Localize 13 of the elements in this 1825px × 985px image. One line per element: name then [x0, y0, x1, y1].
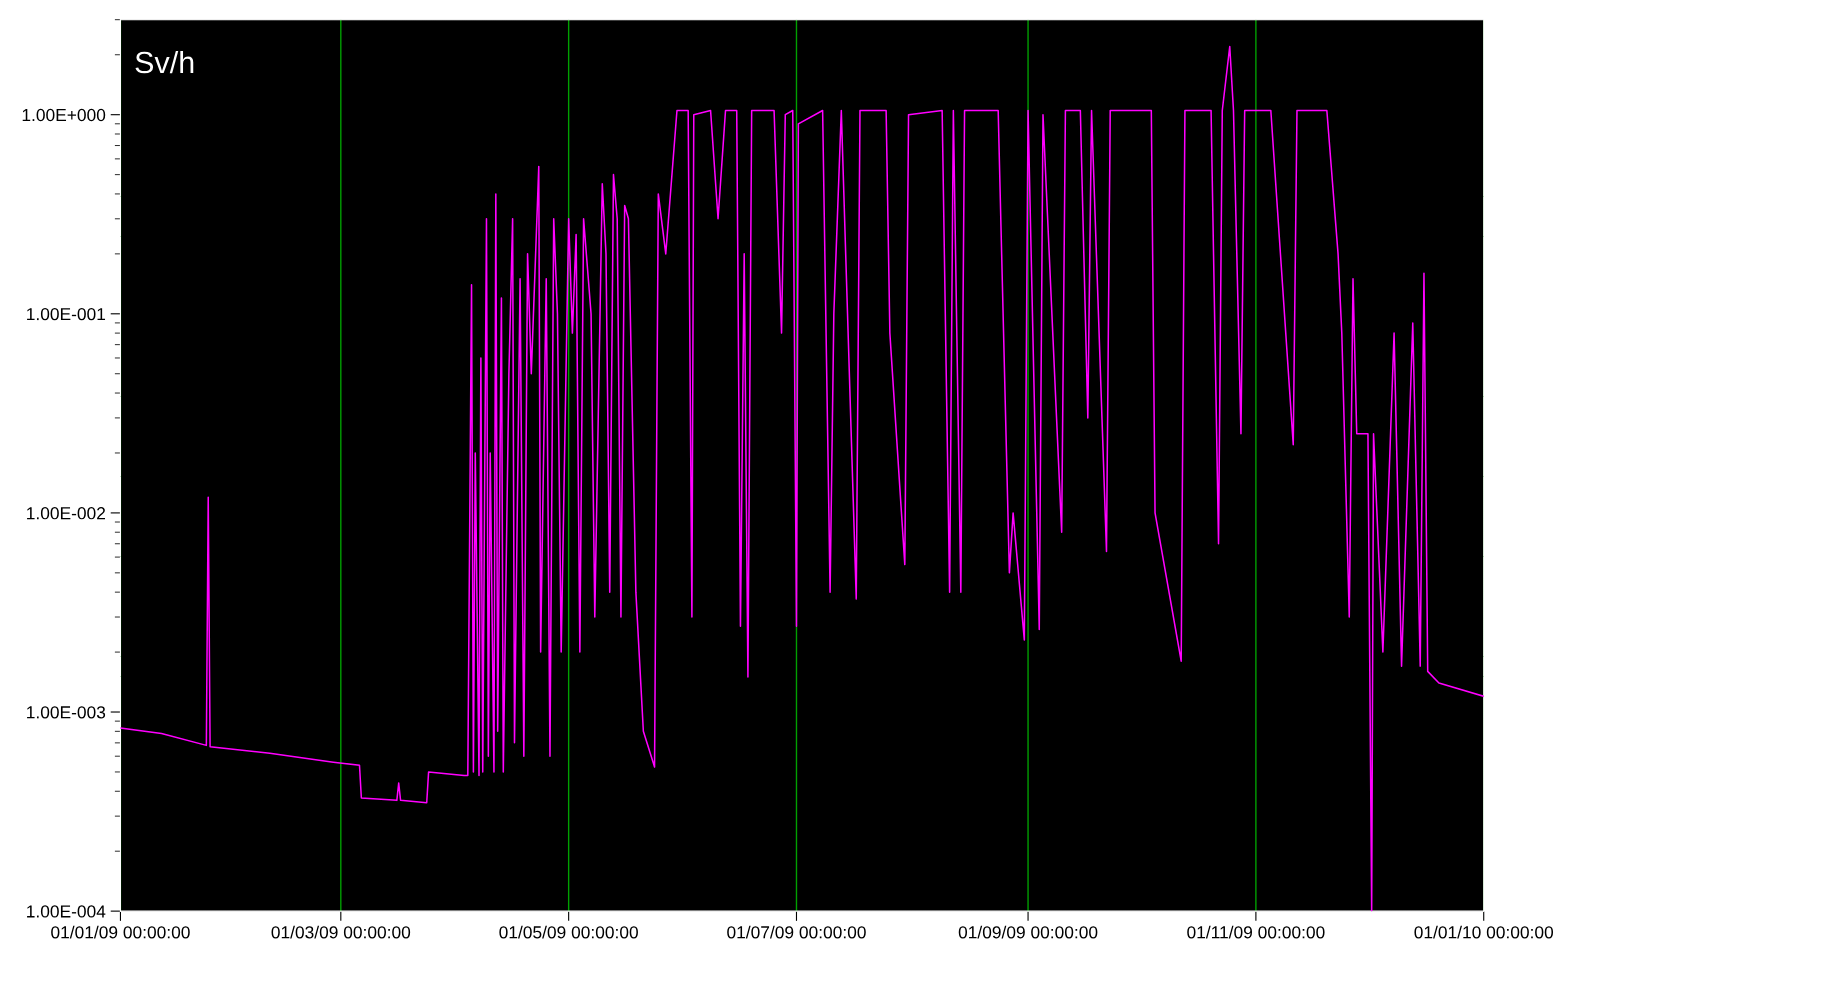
y-axis-title: Sv/h — [135, 50, 194, 74]
y-tick-label: 1.00E-004 — [27, 905, 106, 918]
x-tick-label: 01/07/09 00:00:00 — [727, 925, 866, 939]
x-tick-label: 01/11/09 00:00:00 — [1187, 925, 1325, 939]
x-tick-label: 01/05/09 00:00:00 — [499, 925, 638, 939]
y-tick-label: 1.00E+000 — [22, 108, 106, 122]
y-tick-label: 1.00E-003 — [27, 706, 106, 719]
x-tick-label: 01/09/09 00:00:00 — [958, 925, 1098, 939]
x-tick-label: 01/03/09 00:00:00 — [271, 925, 411, 939]
x-tick-label: 01/01/09 00:00:00 — [51, 925, 190, 939]
y-tick-label: 1.00E-001 — [27, 307, 106, 321]
y-tick-label: 1.00E-002 — [27, 507, 105, 520]
x-tick-label: 01/01/10 00:00:00 — [1414, 925, 1554, 939]
